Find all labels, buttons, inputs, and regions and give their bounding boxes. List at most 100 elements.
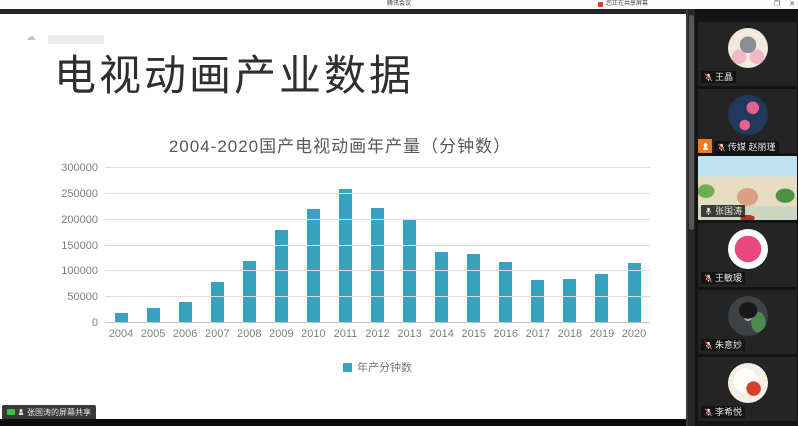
bar-2012: [371, 208, 385, 323]
mic-muted-icon: [704, 273, 713, 283]
participants-sidebar: 王晶 传媒 赵丽瑾 张国涛 王敏瑷: [686, 0, 798, 426]
participant-tile[interactable]: 朱意妙: [698, 290, 797, 354]
bar-slot: [169, 168, 201, 323]
bar-slot: [586, 168, 618, 323]
window-title-bar: 腾讯会议 您正在共享屏幕 ❐ ✕: [0, 0, 798, 9]
bar-slot: [618, 168, 650, 323]
bar-2007: [210, 281, 224, 323]
x-axis-tick-label: 2007: [204, 328, 230, 340]
bar-slot: [554, 168, 586, 323]
cloud-sync-icon: ☁: [26, 32, 36, 43]
bar-slot: [233, 168, 265, 323]
bar-slot: [329, 168, 361, 323]
bar-2018: [563, 278, 577, 323]
participant-namebar: 朱意妙: [701, 339, 746, 351]
bar-slot: [362, 168, 394, 323]
x-axis-tick-label: 2016: [493, 328, 519, 340]
bar-2019: [595, 274, 609, 323]
x-axis-tick-label: 2008: [237, 328, 262, 340]
participant-avatar: [727, 229, 768, 269]
participant-name: 李希悦: [715, 407, 743, 417]
mic-on-icon: [704, 207, 713, 216]
bar-2014: [435, 251, 449, 323]
bar-2005: [146, 307, 160, 323]
x-axis-tick-label: 2014: [429, 328, 454, 340]
screen-share-icon: [7, 409, 15, 415]
presenter-badge: [698, 139, 712, 153]
close-icon[interactable]: ✕: [789, 1, 795, 8]
mic-muted-icon: [704, 407, 713, 417]
shared-slide: ☁ 电视动画产业数据 2004-2020国产电视动画年产量（分钟数） 2004 2…: [0, 14, 686, 419]
shared-window-edge: [0, 9, 686, 14]
participant-namebar: 王敏瑷: [701, 272, 746, 284]
participant-tile[interactable]: 张国涛: [698, 156, 797, 220]
participant-tile[interactable]: 王晶: [698, 22, 797, 86]
participant-namebar: 传媒 赵丽瑾: [714, 141, 779, 153]
gridline: [105, 167, 650, 168]
gridline: [105, 192, 650, 194]
x-axis-tick-label: 2005: [140, 328, 166, 340]
presenter-person-icon: [18, 409, 24, 415]
gridline: [105, 218, 650, 220]
y-axis-tick-label: 50000: [67, 291, 98, 304]
share-indicator-label: 您正在共享屏幕: [606, 1, 649, 7]
participant-avatar: [727, 296, 768, 336]
x-axis-tick-label: 2018: [557, 328, 583, 340]
bar-2008: [242, 261, 256, 323]
bar-slot: [490, 168, 522, 323]
participant-tile[interactable]: 李希悦: [698, 357, 797, 421]
participant-avatar: [727, 363, 768, 403]
taskbar-strip: [0, 419, 686, 426]
slide-accent-red-bar: [2, 103, 118, 122]
maximize-icon[interactable]: ❐: [773, 1, 781, 8]
x-axis-tick-label: 2015: [461, 328, 486, 340]
bar-slot: [426, 168, 458, 323]
x-axis-tick-label: 2009: [269, 328, 294, 340]
gridline: [105, 270, 650, 272]
bar-slot: [201, 168, 233, 323]
participant-name: 王敏瑷: [715, 273, 743, 283]
y-axis-tick-label: 100000: [61, 265, 98, 278]
participant-avatar: [727, 95, 768, 135]
bar-2020: [627, 262, 641, 323]
y-axis-tick-label: 150000: [61, 239, 98, 252]
x-axis-tick-label: 2010: [301, 328, 326, 340]
y-axis-tick-label: 300000: [61, 162, 98, 174]
recording-dot-icon: [598, 2, 603, 7]
legend-swatch-icon: [343, 363, 352, 372]
chart-title: 2004-2020国产电视动画年产量（分钟数）: [168, 137, 512, 156]
document-status-chip: [48, 35, 104, 44]
participant-namebar: 王晶: [701, 71, 737, 83]
bar-slot: [137, 168, 169, 323]
share-badge-label: 张国涛的屏幕共享: [27, 407, 91, 417]
y-axis-tick-label: 200000: [61, 213, 98, 226]
x-axis-tick-label: 2013: [397, 328, 422, 340]
person-icon: [701, 142, 709, 150]
sidebar-scrollbar[interactable]: [688, 9, 695, 426]
x-axis-tick-label: 2006: [172, 328, 198, 340]
participant-tile[interactable]: 传媒 赵丽瑾: [698, 89, 797, 153]
bar-slot: [458, 168, 490, 323]
chart-bars: [105, 168, 650, 323]
bar-slot: [522, 168, 554, 323]
participant-name: 朱意妙: [715, 340, 743, 350]
bar-2011: [338, 188, 352, 323]
bar-2015: [467, 254, 481, 323]
bar-2017: [531, 280, 545, 323]
participant-namebar: 李希悦: [701, 406, 746, 418]
y-axis-tick-label: 250000: [61, 187, 98, 200]
participant-name: 张国涛: [715, 206, 743, 216]
participant-tiles: 王晶 传媒 赵丽瑾 张国涛 王敏瑷: [698, 22, 797, 421]
bar-2010: [306, 209, 320, 323]
bar-2006: [178, 302, 192, 323]
slide-accent-teal-bar: [123, 103, 684, 122]
bar-slot: [394, 168, 426, 323]
chart-plot: [105, 167, 650, 323]
x-axis-tick-label: 2012: [365, 328, 390, 340]
screen-share-badge[interactable]: 张国涛的屏幕共享: [2, 405, 96, 419]
slide-title: 电视动画产业数据: [54, 51, 415, 100]
participant-tile[interactable]: 王敏瑷: [698, 223, 797, 287]
scrollbar-thumb[interactable]: [689, 15, 694, 230]
mic-muted-icon: [704, 340, 713, 350]
x-axis-tick-label: 2004: [108, 328, 134, 340]
